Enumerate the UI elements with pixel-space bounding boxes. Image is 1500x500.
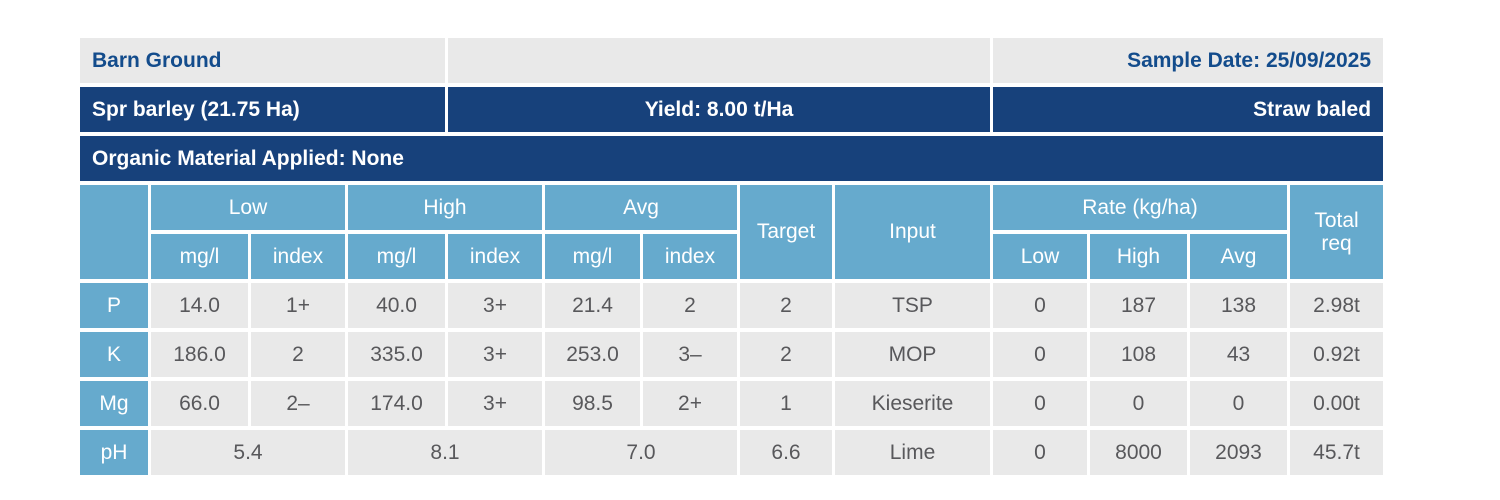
row-label-k: K: [80, 332, 148, 377]
ph-rate-low: 0: [993, 430, 1087, 475]
k-rate-high: 108: [1090, 332, 1187, 377]
p-avg-mgl: 21.4: [545, 283, 640, 328]
p-high-mgl: 40.0: [348, 283, 445, 328]
col-rate-high: High: [1090, 234, 1187, 279]
mg-low-index: 2–: [251, 381, 345, 426]
col-header-target: Target: [740, 185, 832, 279]
col-rate-avg: Avg: [1190, 234, 1287, 279]
k-high-index: 3+: [448, 332, 542, 377]
header-sub-row: mg/l index mg/l index mg/l index Low Hig…: [80, 234, 1383, 279]
row-label-mg: Mg: [80, 381, 148, 426]
col-high-index: index: [448, 234, 542, 279]
col-avg-mgl: mg/l: [545, 234, 640, 279]
ph-target: 6.6: [740, 430, 832, 475]
corner-cell: [80, 185, 148, 279]
mg-total-req: 0.00t: [1290, 381, 1384, 426]
mg-rate-avg: 0: [1190, 381, 1287, 426]
table-row-p: P 14.0 1+ 40.0 3+ 21.4 2 2 TSP 0 187 138…: [80, 283, 1384, 328]
col-group-high: High: [348, 185, 542, 230]
mg-rate-high: 0: [1090, 381, 1187, 426]
col-header-total-req: Total req: [1290, 185, 1384, 279]
k-low-mgl: 186.0: [151, 332, 248, 377]
p-total-req: 2.98t: [1290, 283, 1384, 328]
p-target: 2: [740, 283, 832, 328]
info-row-organic: Organic Material Applied: None: [80, 136, 1384, 181]
col-high-mgl: mg/l: [348, 234, 445, 279]
table-row-k: K 186.0 2 335.0 3+ 253.0 3– 2 MOP 0 108 …: [80, 332, 1384, 377]
sample-date: Sample Date: 25/09/2025: [993, 38, 1384, 83]
p-rate-high: 187: [1090, 283, 1187, 328]
info-row-crop: Spr barley (21.75 Ha) Yield: 8.00 t/Ha S…: [80, 87, 1384, 132]
k-low-index: 2: [251, 332, 345, 377]
mg-input: Kieserite: [835, 381, 990, 426]
k-rate-avg: 43: [1190, 332, 1287, 377]
ph-input: Lime: [835, 430, 990, 475]
p-low-mgl: 14.0: [151, 283, 248, 328]
table-row-mg: Mg 66.0 2– 174.0 3+ 98.5 2+ 1 Kieserite …: [80, 381, 1384, 426]
mg-low-mgl: 66.0: [151, 381, 248, 426]
mg-avg-index: 2+: [643, 381, 737, 426]
k-high-mgl: 335.0: [348, 332, 445, 377]
col-low-index: index: [251, 234, 345, 279]
col-low-mgl: mg/l: [151, 234, 248, 279]
row-label-ph: pH: [80, 430, 148, 475]
ph-total-req: 45.7t: [1290, 430, 1384, 475]
col-group-avg: Avg: [545, 185, 737, 230]
straw-status: Straw baled: [993, 87, 1384, 132]
ph-high: 8.1: [348, 430, 542, 475]
col-group-rate: Rate (kg/ha): [993, 185, 1287, 230]
p-low-index: 1+: [251, 283, 345, 328]
k-total-req: 0.92t: [1290, 332, 1384, 377]
mg-target: 1: [740, 381, 832, 426]
table-row-ph: pH 5.4 8.1 7.0 6.6 Lime 0 8000 2093 45.7…: [80, 430, 1384, 475]
ph-avg: 7.0: [545, 430, 737, 475]
k-avg-index: 3–: [643, 332, 737, 377]
ph-rate-avg: 2093: [1190, 430, 1287, 475]
crop-name: Spr barley (21.75 Ha): [80, 87, 445, 132]
ph-low: 5.4: [151, 430, 345, 475]
col-rate-low: Low: [993, 234, 1087, 279]
mg-high-index: 3+: [448, 381, 542, 426]
organic-material-applied: Organic Material Applied: None: [80, 136, 1384, 181]
info-row-field: Barn Ground Sample Date: 25/09/2025: [80, 38, 1384, 83]
mg-rate-low: 0: [993, 381, 1087, 426]
yield-value: Yield: 8.00 t/Ha: [448, 87, 990, 132]
info-spacer: [448, 38, 990, 83]
p-high-index: 3+: [448, 283, 542, 328]
field-name: Barn Ground: [80, 38, 445, 83]
p-rate-avg: 138: [1190, 283, 1287, 328]
k-rate-low: 0: [993, 332, 1087, 377]
k-input: MOP: [835, 332, 990, 377]
p-rate-low: 0: [993, 283, 1087, 328]
col-avg-index: index: [643, 234, 737, 279]
ph-rate-high: 8000: [1090, 430, 1187, 475]
col-header-input: Input: [835, 185, 990, 279]
k-target: 2: [740, 332, 832, 377]
col-group-low: Low: [151, 185, 345, 230]
header-group-row: Low High Avg Target Input Rate (kg/ha) T…: [80, 185, 1384, 279]
mg-avg-mgl: 98.5: [545, 381, 640, 426]
p-input: TSP: [835, 283, 990, 328]
p-avg-index: 2: [643, 283, 737, 328]
soil-analysis-table: Barn Ground Sample Date: 25/09/2025 Spr …: [77, 34, 1386, 479]
mg-high-mgl: 174.0: [348, 381, 445, 426]
row-label-p: P: [80, 283, 148, 328]
k-avg-mgl: 253.0: [545, 332, 640, 377]
